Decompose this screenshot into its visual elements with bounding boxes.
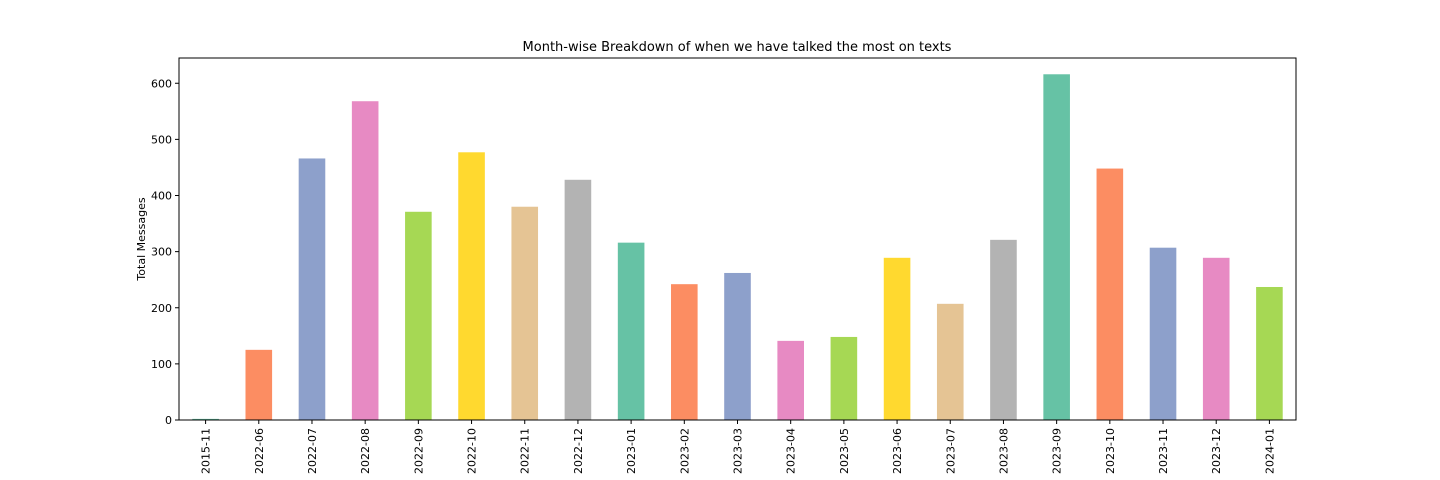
y-tick-label: 500 bbox=[151, 133, 172, 146]
bar-2023-07 bbox=[936, 303, 964, 420]
x-tick-label: 2023-12 bbox=[1210, 428, 1223, 474]
y-tick-label: 600 bbox=[151, 77, 172, 90]
y-axis: 0 100 200 300 400 500 600 bbox=[151, 77, 179, 427]
x-tick-label: 2023-07 bbox=[944, 428, 957, 474]
bar-2022-10 bbox=[458, 152, 485, 421]
bar-2023-06 bbox=[883, 257, 911, 420]
y-tick-label: 400 bbox=[151, 190, 172, 203]
x-tick-label: 2022-07 bbox=[306, 428, 319, 474]
y-axis-label: Total Messages bbox=[135, 197, 148, 281]
bar-2015-11 bbox=[192, 418, 219, 420]
x-tick-label: 2023-08 bbox=[997, 428, 1010, 474]
x-tick-label: 2023-06 bbox=[891, 428, 904, 474]
bar-2023-08 bbox=[990, 239, 1017, 420]
bar-2022-12 bbox=[564, 179, 592, 420]
x-tick-label: 2023-03 bbox=[732, 428, 745, 474]
x-tick-label: 2023-11 bbox=[1157, 428, 1170, 474]
x-tick-label: 2023-01 bbox=[625, 428, 638, 474]
x-tick-label: 2024-01 bbox=[1263, 428, 1276, 474]
x-tick-label: 2022-12 bbox=[572, 428, 585, 474]
bar-2023-02 bbox=[671, 284, 698, 420]
bar-2023-09 bbox=[1043, 74, 1070, 420]
y-tick-label: 0 bbox=[165, 414, 172, 427]
x-tick-label: 2015-11 bbox=[200, 428, 213, 474]
bar-2024-01 bbox=[1256, 286, 1283, 420]
bar-2023-10 bbox=[1096, 168, 1124, 420]
bar-2022-11 bbox=[511, 206, 539, 420]
x-tick-label: 2023-02 bbox=[678, 428, 691, 474]
bar-2022-06 bbox=[245, 349, 273, 420]
chart-title: Month-wise Breakdown of when we have tal… bbox=[523, 40, 952, 55]
x-tick-label: 2022-08 bbox=[359, 428, 372, 474]
x-tick-label: 2022-06 bbox=[253, 428, 266, 474]
x-tick-label: 2022-10 bbox=[466, 428, 479, 474]
bar-2023-11 bbox=[1149, 247, 1177, 420]
x-tick-label: 2022-09 bbox=[412, 428, 425, 474]
bar-2023-01 bbox=[617, 242, 645, 420]
x-axis: 2015-11 2022-06 2022-07 2022-08 2022-09 2022-… bbox=[200, 420, 1276, 474]
bar-2023-03 bbox=[724, 272, 751, 420]
bar-2023-12 bbox=[1202, 257, 1230, 420]
bar-2023-04 bbox=[777, 340, 804, 420]
y-tick-label: 200 bbox=[151, 302, 172, 315]
x-tick-label: 2023-04 bbox=[785, 428, 798, 474]
y-tick-label: 100 bbox=[151, 358, 172, 371]
bar-2022-08 bbox=[351, 101, 379, 420]
x-tick-label: 2023-09 bbox=[1051, 428, 1064, 474]
bar-2022-07 bbox=[298, 158, 326, 420]
bar-2023-05 bbox=[830, 336, 858, 420]
bars-group bbox=[192, 74, 1283, 421]
x-tick-label: 2023-05 bbox=[838, 428, 851, 474]
x-tick-label: 2023-10 bbox=[1104, 428, 1117, 474]
x-tick-label: 2022-11 bbox=[519, 428, 532, 474]
bar-2022-09 bbox=[405, 211, 432, 420]
y-tick-label: 300 bbox=[151, 246, 172, 259]
